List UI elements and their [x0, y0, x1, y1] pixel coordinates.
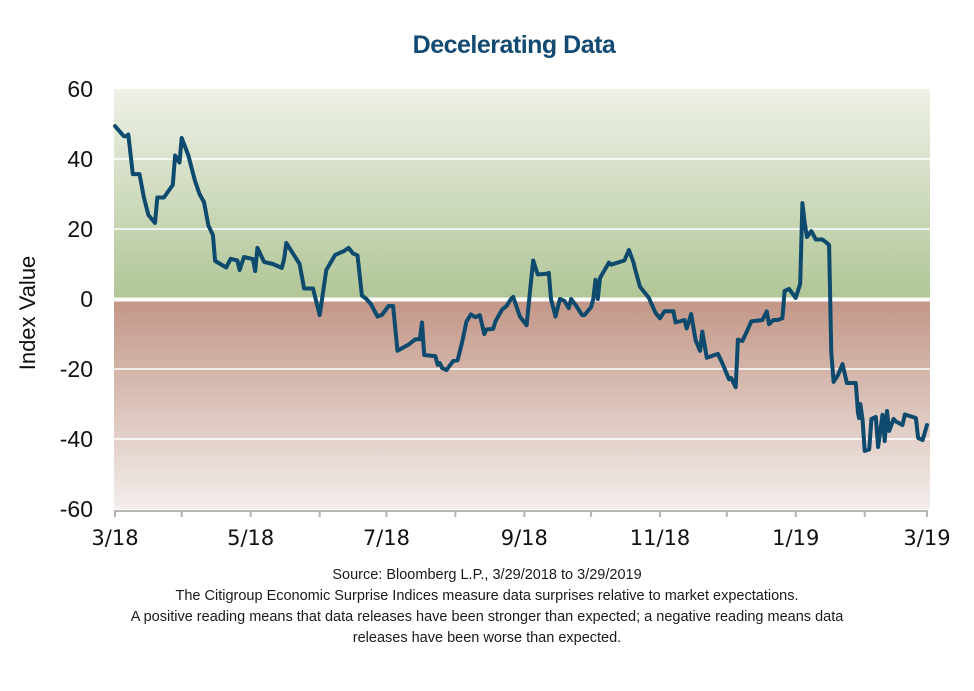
description-line-2: A positive reading means that data relea…	[130, 609, 844, 625]
x-tick-label: 7/18	[363, 526, 410, 550]
x-tick-label: 9/18	[501, 526, 548, 550]
y-tick-label: 20	[67, 216, 93, 242]
y-axis-ticks: 60 40 20 0 -20 -40 -60	[60, 76, 93, 522]
series-group	[113, 124, 929, 453]
y-tick-label: 60	[67, 76, 93, 102]
positive-band	[114, 89, 930, 298]
y-tick-label: 0	[80, 286, 93, 312]
x-tick-label: 3/19	[903, 526, 950, 550]
y-tick-label: -60	[60, 496, 93, 522]
description-line-3: releases have been worse than expected.	[352, 630, 622, 646]
y-tick-label: -40	[60, 426, 93, 452]
line-chart: Decelerating Data Index Value 60 40 20 0 -20…	[15, 31, 951, 550]
chart-notes: Source: Bloomberg L.P., 3/29/2018 to 3/2…	[0, 565, 974, 649]
x-tick-label: 1/19	[772, 526, 819, 550]
x-axis: 3/18 5/18 7/18 9/18 11/18 1/19 3/19	[91, 510, 951, 550]
gridlines	[114, 158, 930, 440]
y-tick-label: -20	[60, 356, 93, 382]
source-note: Source: Bloomberg L.P., 3/29/2018 to 3/2…	[332, 567, 642, 583]
negative-band	[114, 301, 930, 509]
chart-title: Decelerating Data	[413, 31, 617, 59]
y-tick-label: 40	[67, 146, 93, 172]
x-tick-label: 3/18	[91, 526, 138, 550]
x-tick-label: 5/18	[227, 526, 274, 550]
x-tick-label: 11/18	[630, 526, 691, 550]
description-line-1: The Citigroup Economic Surprise Indices …	[175, 588, 799, 604]
y-axis-label: Index Value	[15, 256, 40, 371]
